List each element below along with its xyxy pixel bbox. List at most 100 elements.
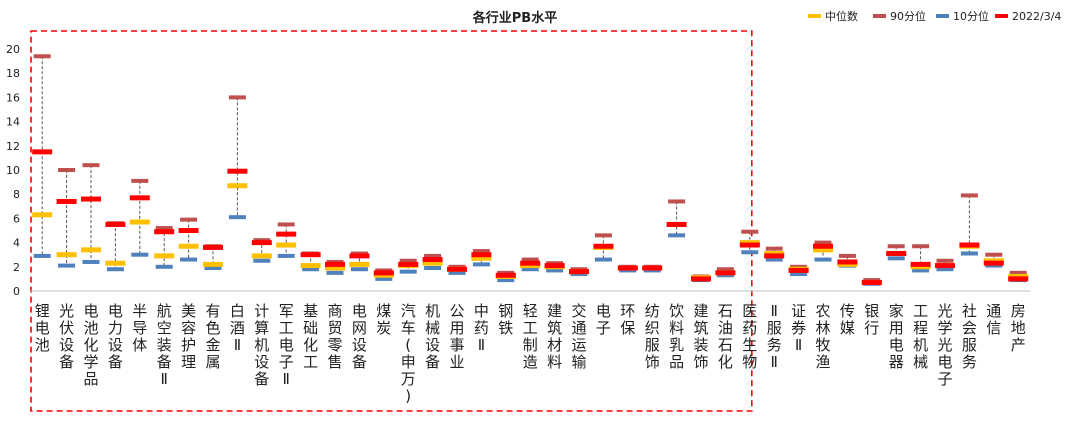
p10-marker (228, 215, 246, 220)
p10-marker (448, 270, 466, 275)
category-label: 白酒 Ⅱ (230, 302, 245, 354)
median-marker (422, 260, 443, 266)
p90-marker (716, 267, 734, 272)
current-marker (178, 228, 199, 233)
p90-marker (82, 163, 100, 168)
current-marker (691, 276, 711, 282)
median-marker (251, 253, 272, 259)
highlight-box (30, 30, 753, 412)
category-label: 汽车(申万) (401, 302, 416, 405)
p90-marker (985, 252, 1003, 257)
current-marker (788, 267, 809, 273)
current-legend-label: 2022/3/4 (1012, 10, 1061, 23)
category-label: 电池化学品 (83, 302, 98, 388)
current-marker (739, 242, 760, 248)
current-marker (983, 260, 1004, 266)
category-label: 交通运输 (571, 302, 586, 371)
p90-marker (936, 258, 954, 263)
current-marker (471, 252, 492, 258)
current-marker (959, 242, 980, 248)
p10-marker (350, 267, 368, 272)
current-marker (105, 221, 126, 227)
median-marker (203, 261, 223, 267)
median-marker (300, 263, 321, 269)
p10-marker (180, 257, 198, 262)
p10-marker (814, 257, 832, 262)
category-label: 光学光电子 (937, 302, 952, 388)
p10-marker (326, 270, 344, 275)
p90-marker (1009, 270, 1027, 275)
p10-marker (668, 233, 686, 238)
p90-marker (765, 246, 783, 251)
median-marker (471, 255, 492, 261)
category-label: 传媒 (840, 302, 855, 337)
p90-marker (912, 244, 930, 249)
median-marker (349, 261, 370, 267)
category-label: 农林牧渔 (815, 302, 830, 371)
median-marker (56, 252, 77, 258)
current-marker (813, 243, 833, 249)
current-marker (81, 196, 101, 202)
category-label: 证券 Ⅱ (791, 302, 806, 354)
category-label: Ⅱ 服务 Ⅱ (767, 302, 782, 371)
p90-legend-swatch (873, 14, 886, 18)
median-marker (178, 243, 199, 249)
category-label: 锂电池 (35, 302, 50, 354)
p10-marker (375, 276, 393, 281)
current-marker (715, 270, 736, 276)
category-label: 机械设备 (425, 302, 440, 371)
current-marker (642, 265, 663, 271)
y-tick-label: 16 (6, 91, 20, 104)
current-marker (495, 272, 516, 278)
category-label: 半导体 (132, 302, 147, 354)
median-marker (105, 260, 126, 266)
category-label: 军工电子 Ⅱ (279, 302, 294, 388)
category-label: 家用电器 (889, 302, 904, 371)
category-label: 光伏设备 (59, 302, 74, 371)
category-label: 环保 (620, 302, 635, 337)
highlight-box-group (30, 30, 753, 412)
p90-legend-label: 90分位 (890, 9, 926, 23)
current-marker (129, 195, 150, 201)
p10-marker (887, 256, 905, 261)
category-label: 纺织服饰 (645, 302, 660, 371)
current-marker (349, 253, 370, 259)
p10-marker (277, 253, 295, 258)
p90-marker (838, 253, 856, 258)
current-marker (300, 252, 321, 258)
category-label: 医药生物 (742, 302, 757, 371)
category-label: 电力设备 (108, 302, 123, 371)
p90-marker (58, 168, 76, 172)
p10-marker (497, 278, 515, 283)
median-marker (81, 247, 101, 253)
whisker-group (41, 56, 1019, 284)
p10-marker (82, 259, 100, 264)
p10-marker (521, 267, 539, 272)
current-marker (325, 261, 345, 267)
median-marker (276, 242, 297, 248)
current-marker (837, 259, 858, 265)
y-tick-label: 20 (6, 43, 20, 56)
p10-marker (472, 262, 490, 267)
p10-marker (912, 268, 930, 273)
category-label: 建筑材料 (547, 302, 562, 371)
p10-marker (253, 258, 271, 263)
category-label: 银行 (864, 302, 879, 337)
category-label: 电子 (596, 302, 611, 337)
p10-marker (302, 267, 320, 272)
median-marker (227, 183, 248, 189)
current-marker (886, 250, 907, 256)
category-label: 建筑装饰 (693, 302, 708, 371)
current-legend-swatch (995, 14, 1008, 18)
current-marker (520, 260, 541, 266)
p10-legend-label: 10分位 (953, 9, 989, 23)
p10-marker (58, 263, 76, 268)
category-label: 商贸零售 (327, 302, 342, 371)
current-marker (398, 261, 419, 267)
p90-marker (594, 233, 612, 238)
category-label: 轻工制造 (523, 302, 538, 371)
p10-marker (131, 252, 149, 257)
category-label: 石油石化 (718, 302, 733, 371)
median-marker (154, 253, 175, 259)
